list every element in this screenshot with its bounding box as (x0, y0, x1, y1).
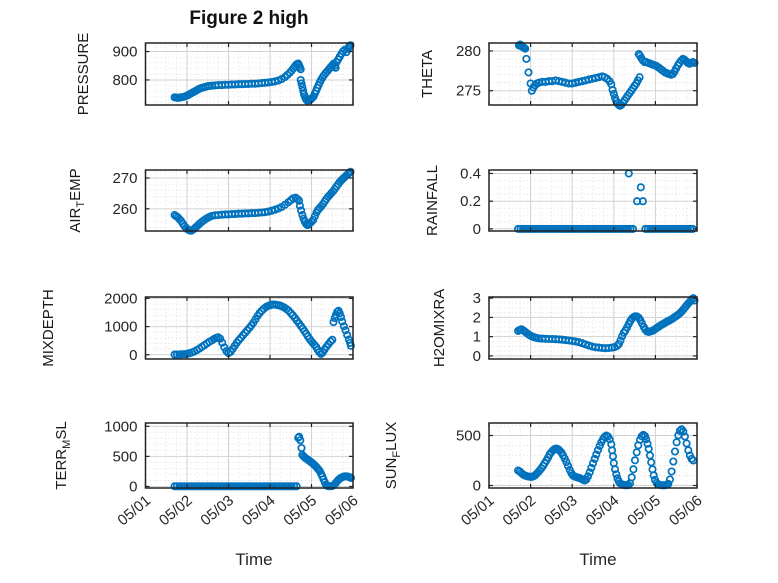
svg-text:900: 900 (112, 44, 137, 61)
figure-title: Figure 2 high (189, 8, 309, 29)
y-axis-label-terrmsl: TERRMSL (53, 421, 73, 489)
axes-box (488, 42, 698, 106)
y-axis-label-pressure: PRESSURE (75, 33, 92, 116)
x-tick-labels: 05/01 05/02 05/03 05/04 05/05 05/06 (458, 492, 706, 529)
svg-text:0.4: 0.4 (460, 165, 481, 182)
data-markers (170, 300, 355, 359)
svg-text:05/06: 05/06 (322, 492, 362, 529)
data-markers (170, 432, 355, 491)
y-axis-label-airtemp: AIRTEMP (67, 168, 87, 232)
y-tick-labels: 275 280 (456, 43, 481, 100)
y-tick-labels: 0 1 2 3 (473, 290, 481, 365)
svg-text:05/02: 05/02 (499, 492, 539, 529)
svg-text:275: 275 (456, 83, 481, 100)
axes-box (488, 169, 698, 232)
svg-text:800: 800 (112, 72, 137, 89)
subplot-pressure: 800 900 PRESSURE (75, 33, 355, 116)
svg-text:260: 260 (112, 201, 137, 218)
x-axis-label-right: Time (579, 550, 617, 569)
y-axis-label-h2omixra: H2OMIXRA (431, 289, 448, 367)
y-axis-label-rainfall: RAINFALL (424, 165, 441, 236)
svg-text:05/01: 05/01 (458, 492, 498, 529)
axes-box (144, 42, 354, 106)
grid (489, 170, 697, 231)
svg-text:05/06: 05/06 (666, 492, 706, 529)
y-axis-label-mixdepth: MIXDEPTH (40, 289, 57, 367)
y-tick-labels: 0 500 1000 (104, 418, 137, 495)
svg-text:05/01: 05/01 (114, 492, 154, 529)
subplot-theta: 275 280 THETA (419, 40, 699, 110)
y-axis-label-theta: THETA (419, 50, 436, 98)
y-tick-labels: 800 900 (112, 44, 137, 89)
svg-text:2000: 2000 (104, 290, 137, 307)
subplot-airtemp: 260 270 AIRTEMP (67, 167, 355, 235)
axes-box (488, 422, 698, 489)
svg-text:0: 0 (473, 478, 481, 495)
svg-text:270: 270 (112, 170, 137, 187)
svg-text:3: 3 (473, 290, 481, 307)
svg-text:05/02: 05/02 (156, 492, 196, 529)
y-tick-labels: 0 0.2 0.4 (460, 165, 481, 237)
svg-text:05/03: 05/03 (541, 492, 581, 529)
subplot-h2omixra: 0 1 2 3 H2OMIXRA (431, 289, 699, 367)
grid (145, 423, 353, 488)
subplot-sunflux: 0 500 SUNFLUX 05/01 05/02 05/03 05/04 05/05 05/0… (383, 422, 706, 529)
svg-text:0: 0 (473, 348, 481, 365)
y-tick-labels: 0 500 (456, 428, 481, 495)
svg-text:2: 2 (473, 309, 481, 326)
svg-text:1000: 1000 (104, 418, 137, 435)
svg-text:0: 0 (473, 221, 481, 238)
data-markers (170, 167, 355, 235)
subplot-mixdepth: 0 1000 2000 MIXDEPTH (40, 289, 355, 367)
y-tick-labels: 0 1000 2000 (104, 290, 137, 363)
svg-text:05/04: 05/04 (583, 492, 623, 529)
data-markers (514, 169, 697, 233)
svg-text:05/03: 05/03 (197, 492, 237, 529)
svg-text:0: 0 (129, 347, 137, 364)
x-axis-label-left: Time (235, 550, 273, 569)
subplot-terrmsl: 0 500 1000 TERRMSL 05/01 05/02 05/03 05/04 05/05… (53, 418, 362, 529)
svg-text:0: 0 (129, 478, 137, 495)
svg-text:05/05: 05/05 (280, 492, 320, 529)
x-tick-labels: 05/01 05/02 05/03 05/04 05/05 05/06 (114, 492, 361, 529)
y-axis-label-sunflux: SUNFLUX (383, 422, 403, 490)
svg-text:500: 500 (112, 448, 137, 465)
data-markers (514, 294, 699, 353)
subplot-rainfall: 0 0.2 0.4 RAINFALL (424, 165, 698, 238)
axes-box (144, 169, 354, 232)
axes-box (144, 422, 354, 489)
svg-text:05/05: 05/05 (624, 492, 664, 529)
data-markers (514, 425, 698, 490)
svg-text:0.2: 0.2 (460, 193, 481, 210)
grid (489, 423, 697, 488)
svg-text:1000: 1000 (104, 319, 137, 336)
svg-text:500: 500 (456, 428, 481, 445)
axes-box (144, 296, 354, 360)
axes-box (488, 296, 698, 360)
svg-text:280: 280 (456, 43, 481, 60)
svg-text:05/04: 05/04 (239, 492, 279, 529)
y-tick-labels: 260 270 (112, 170, 137, 218)
svg-text:1: 1 (473, 329, 481, 346)
